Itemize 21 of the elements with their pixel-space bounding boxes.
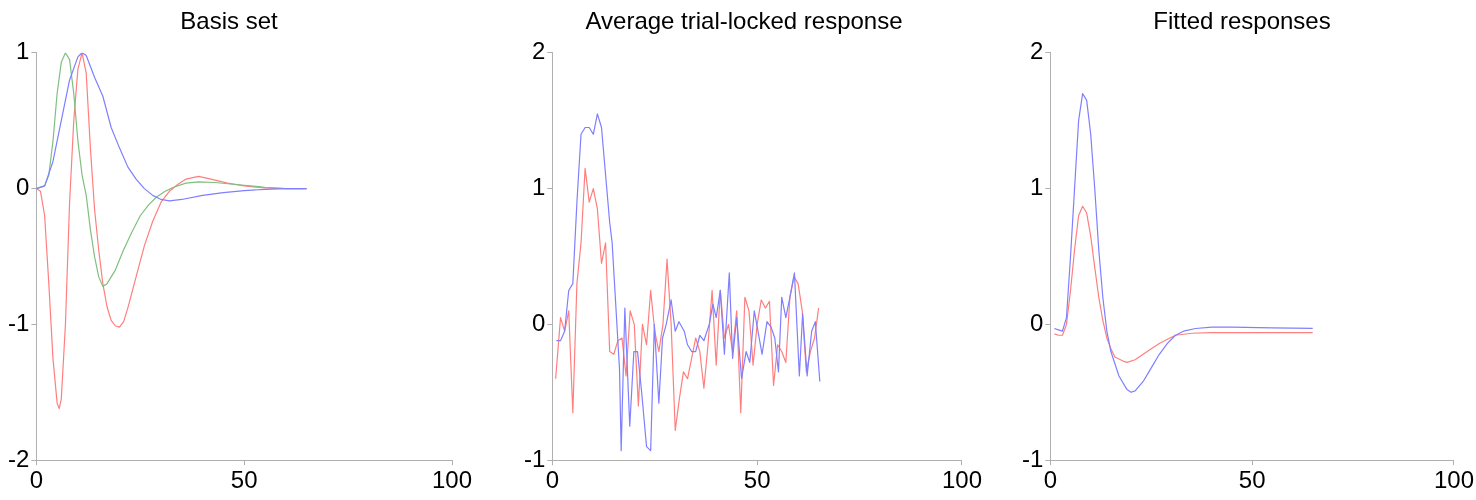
y-tick-label: -2: [8, 444, 30, 472]
chart-title: Average trial-locked response: [585, 7, 903, 35]
y-tick-label: 0: [15, 173, 30, 201]
y-tick-label: 1: [1029, 173, 1044, 201]
y-tick-label: 1: [531, 173, 546, 201]
x-tick-label: 50: [743, 466, 771, 494]
y-tick-label: 0: [1029, 309, 1044, 337]
chart-title: Basis set: [180, 7, 279, 35]
y-tick-label: 2: [531, 37, 546, 65]
y-tick-label: 0: [531, 309, 546, 337]
y-tick-label: -1: [1022, 444, 1044, 472]
y-tick-label: 2: [1029, 37, 1044, 65]
x-tick-label: 100: [941, 466, 982, 494]
x-tick-label: 50: [1238, 466, 1266, 494]
y-tick-label: -1: [8, 309, 30, 337]
y-tick-label: -1: [524, 444, 546, 472]
x-tick-label: 50: [230, 466, 258, 494]
y-tick-label: 1: [15, 37, 30, 65]
x-tick-label: 100: [1433, 466, 1474, 494]
chart-title: Fitted responses: [1153, 7, 1331, 35]
x-tick-label: 100: [431, 466, 473, 494]
